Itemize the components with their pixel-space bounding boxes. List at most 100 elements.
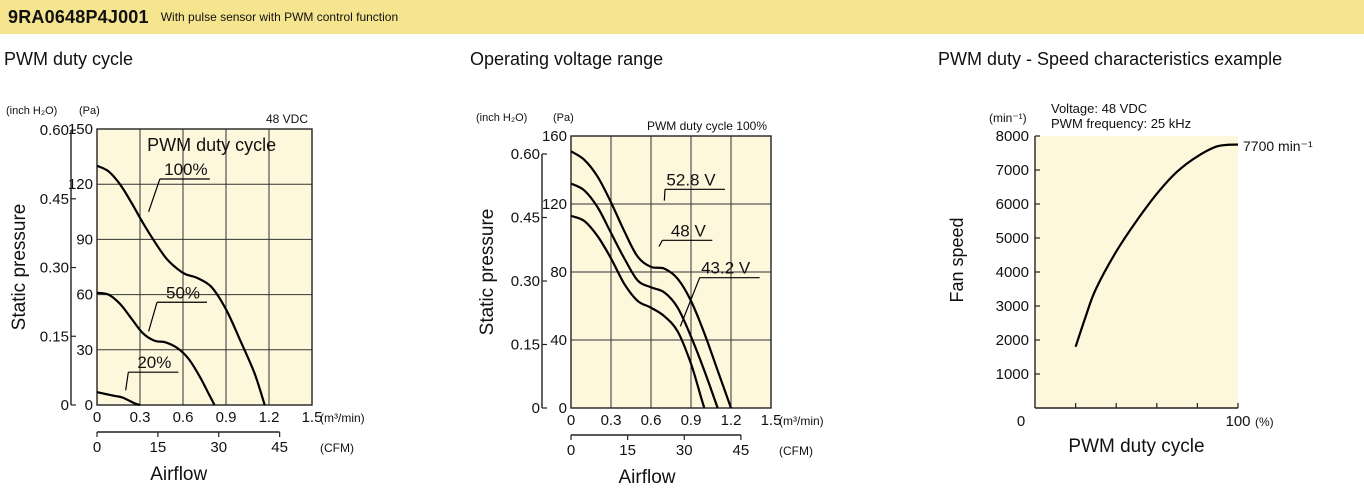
inch-tick-label: 0.60 (40, 122, 69, 139)
inch-unit-label: (inch H₂O) (476, 112, 527, 124)
y-tick-label: 6000 (996, 196, 1029, 213)
x-tick-label: 1.5 (302, 409, 323, 426)
cfm-tick-label: 30 (676, 442, 693, 459)
panel-title-operating-voltage: Operating voltage range (470, 49, 664, 69)
pwm-duty-cycle-chart: 0 0.3 0.6 0.9 1.2 1.5(m³/min) 0 15 30 45 (CFM) Airf… (6, 105, 365, 485)
x-tick-label: 0.6 (173, 409, 194, 426)
cfm-tick-label: 15 (619, 442, 636, 459)
y-tick-label: 120 (542, 196, 567, 213)
label-pointer (679, 277, 701, 327)
y-tick-label: 5000 (996, 230, 1029, 247)
y-unit-label: (Pa) (553, 112, 574, 124)
plot-frame (96, 128, 313, 406)
curve-100 (96, 164, 266, 406)
cfm-unit-label: (CFM) (320, 441, 354, 455)
speed-characteristics-chart: 1000 2000 3000 4000 5000 6000 7000 8000 (min⁻¹) 0… (947, 101, 1313, 457)
cfm-unit-label: (CFM) (779, 444, 813, 458)
curve-20 (96, 391, 141, 407)
x-tick-label: 1.2 (259, 409, 280, 426)
inch-tick-label: 0.30 (511, 273, 540, 290)
inch-tick-label: 0.45 (511, 210, 540, 227)
cfm-tick-label: 0 (93, 439, 101, 456)
series-label: 52.8 V (666, 170, 716, 189)
cfm-tick-label: 30 (210, 439, 227, 456)
y-tick-label: 40 (550, 332, 567, 349)
x-tick-label: 1.5 (761, 412, 782, 429)
y-tick-label: 3000 (996, 298, 1029, 315)
x-unit-label: (m³/min) (320, 411, 365, 425)
label-pointer (658, 240, 663, 247)
x-unit-label: (%) (1255, 415, 1274, 429)
y-tick-label: 160 (542, 128, 567, 145)
curve-48v (570, 182, 719, 409)
inch-tick-label: 0.60 (511, 146, 540, 163)
inch-tick-label: 0 (61, 397, 69, 414)
x-tick-label: 0.6 (641, 412, 662, 429)
series-label: 20% (137, 353, 171, 372)
x-tick-label: 0.9 (681, 412, 702, 429)
series-label: 43.2 V (701, 259, 751, 278)
plot-area (97, 129, 312, 405)
y-tick-label: 150 (68, 121, 93, 138)
x-tick-label: 0.3 (130, 409, 151, 426)
y-axis-title: Static pressure (9, 204, 30, 331)
series-label: 50% (166, 283, 200, 302)
y-tick-label: 7000 (996, 162, 1029, 179)
y-axis-title: Fan speed (947, 217, 967, 302)
x-axis-title: Airflow (150, 464, 207, 485)
plot-frame (570, 135, 772, 409)
y-tick-label: 80 (550, 264, 567, 281)
y-tick-label: 2000 (996, 332, 1029, 349)
y-tick-label: 90 (76, 231, 93, 248)
x-unit-label: (m³/min) (779, 414, 824, 428)
inch-tick-label: 0.45 (40, 191, 69, 208)
plot-area (1035, 136, 1238, 408)
chart-note: PWM duty cycle 100% (647, 119, 767, 133)
y-tick-label: 0 (85, 397, 93, 414)
speed-curve (1074, 143, 1239, 348)
panel-title-speed-characteristics: PWM duty - Speed characteristics example (938, 49, 1283, 69)
chart-note: PWM frequency: 25 kHz (1051, 116, 1191, 131)
series-label: 48 V (671, 221, 707, 240)
y-tick-label: 8000 (996, 128, 1029, 145)
y-tick-label: 1000 (996, 366, 1029, 383)
x-tick-label: 0.9 (216, 409, 237, 426)
cfm-tick-label: 45 (271, 439, 288, 456)
legend-title: PWM duty cycle (147, 135, 276, 155)
inch-tick-label: 0.30 (40, 260, 69, 277)
x-tick-label: 0 (93, 409, 101, 426)
y-tick-label: 60 (76, 287, 93, 304)
inch-unit-label: (inch H₂O) (6, 105, 57, 117)
model-description: With pulse sensor with PWM control funct… (160, 10, 399, 24)
curve-528v (570, 150, 733, 409)
label-pointer (125, 372, 129, 391)
cfm-tick-label: 45 (733, 442, 750, 459)
x-tick-label: 0 (567, 412, 575, 429)
cfm-tick-label: 15 (150, 439, 167, 456)
x-tick-label: 100 (1225, 413, 1250, 430)
panel-title-pwm-duty-cycle: PWM duty cycle (4, 49, 134, 69)
y-tick-label: 30 (76, 342, 93, 359)
cfm-tick-label: 0 (567, 442, 575, 459)
inch-tick-label: 0.15 (40, 328, 69, 345)
y-unit-label: (min⁻¹) (989, 111, 1027, 125)
x-tick-label: 0.3 (601, 412, 622, 429)
inch-tick-label: 0 (532, 400, 540, 417)
inch-tick-label: 0.15 (511, 337, 540, 354)
operating-voltage-chart: 0 0.3 0.6 0.9 1.2 1.5(m³/min) 0 15 30 45 (CFM) Airf… (476, 112, 824, 488)
y-tick-label: 0 (559, 400, 567, 417)
x-axis-title: Airflow (618, 467, 675, 488)
chart-note: Voltage: 48 VDC (1051, 101, 1147, 116)
series-label: 100% (164, 160, 207, 179)
curve-50 (96, 291, 216, 406)
y-unit-label: (Pa) (79, 105, 100, 117)
chart-note: 48 VDC (266, 112, 308, 126)
x-tick-label: 1.2 (721, 412, 742, 429)
model-number: 9RA0648P4J001 (8, 6, 149, 27)
end-value-label: 7700 min⁻¹ (1243, 138, 1313, 154)
x-tick-label: 0 (1017, 413, 1025, 430)
label-pointer (148, 302, 158, 332)
y-axis-title: Static pressure (477, 209, 498, 336)
label-pointer (148, 178, 161, 212)
x-axis-title: PWM duty cycle (1068, 436, 1204, 457)
